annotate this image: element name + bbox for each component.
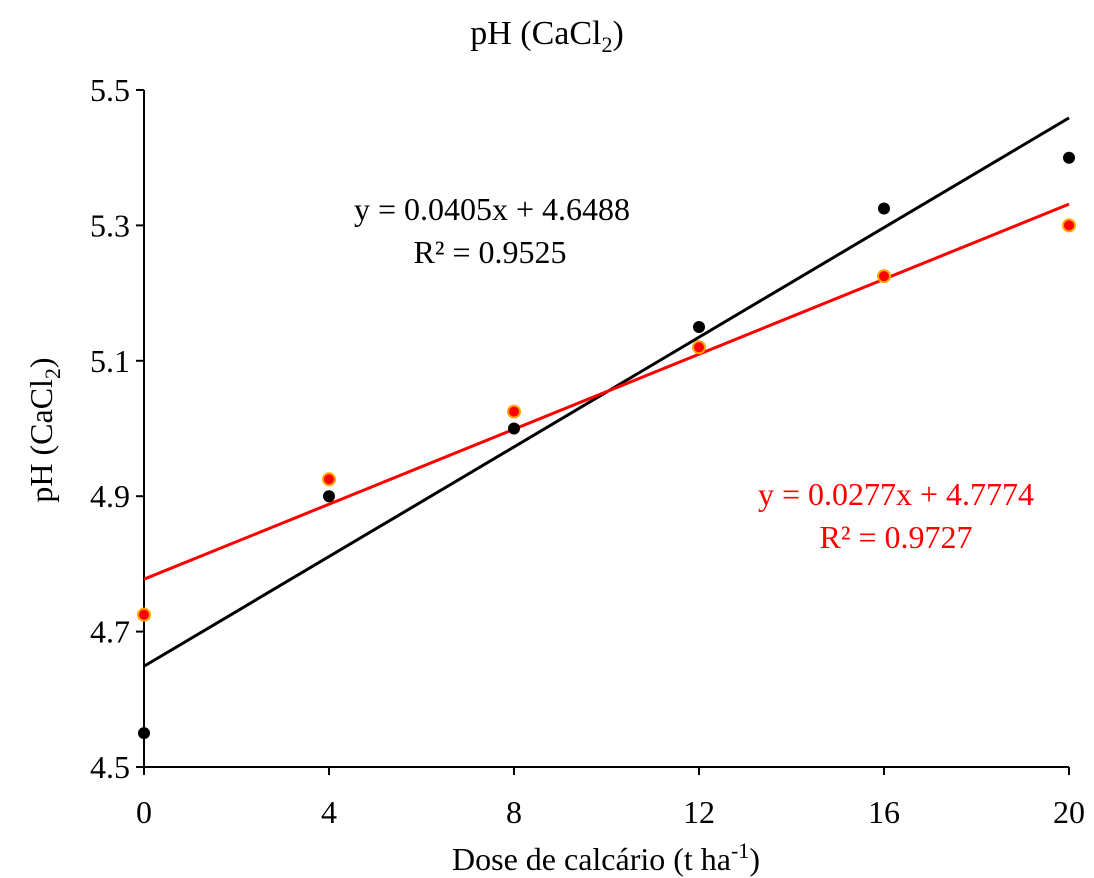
x-tick-label: 16 (868, 794, 900, 830)
trendline-series-2 (143, 202, 1070, 581)
y-tick-label: 4.7 (90, 614, 130, 650)
y-axis-ticks: 4.5 4.7 4.9 5.1 5.3 5.5 (90, 72, 144, 785)
r2-black: R² = 0.9525 (414, 234, 567, 270)
data-points (137, 151, 1076, 740)
data-point-series-2 (877, 269, 891, 284)
data-point-series-2 (322, 472, 336, 487)
x-tick-label: 4 (321, 794, 337, 830)
y-axis-title: pH (CaCl2) (23, 357, 65, 502)
data-point-series-1 (323, 490, 335, 503)
x-axis-title: Dose de calcário (t ha-1) (452, 838, 760, 877)
y-tick-label: 5.5 (90, 72, 130, 108)
chart-title: pH (CaCl2) (470, 15, 624, 57)
y-tick-label: 4.9 (90, 478, 130, 514)
x-tick-label: 12 (683, 794, 715, 830)
data-point-series-2 (1062, 218, 1076, 233)
data-point-series-2 (137, 607, 151, 622)
equation-black-line: y = 0.0405x + 4.6488 (354, 191, 630, 227)
data-point-series-1 (693, 320, 705, 333)
r2-red: R² = 0.9727 (820, 519, 973, 555)
y-tick-label: 5.3 (90, 207, 130, 243)
x-tick-label: 20 (1053, 794, 1085, 830)
data-point-series-1 (1063, 151, 1075, 164)
data-point-series-1 (508, 422, 520, 435)
equation-black: y = 0.0405x + 4.6488 R² = 0.9525 (354, 191, 630, 270)
data-point-series-1 (878, 202, 890, 215)
data-point-series-2 (692, 340, 706, 355)
y-tick-label: 4.5 (90, 749, 130, 785)
trendlines (143, 116, 1070, 668)
y-tick-label: 5.1 (90, 343, 130, 379)
x-tick-label: 0 (136, 794, 152, 830)
equation-red-line: y = 0.0277x + 4.7774 (758, 476, 1034, 512)
data-point-series-2 (507, 404, 521, 419)
data-point-series-1 (138, 727, 150, 740)
equation-red: y = 0.0277x + 4.7774 R² = 0.9727 (758, 476, 1034, 555)
x-axis-ticks: 0 4 8 12 16 20 (136, 767, 1085, 830)
x-tick-label: 8 (506, 794, 522, 830)
plot-area: 4.5 4.7 4.9 5.1 5.3 5.5 0 4 8 12 16 20 (90, 72, 1085, 830)
